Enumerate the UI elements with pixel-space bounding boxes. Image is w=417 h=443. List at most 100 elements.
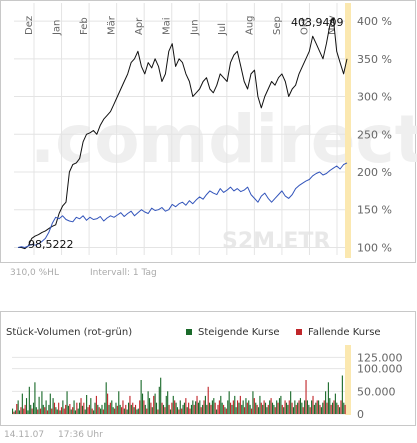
volume-bar [220, 395, 222, 414]
volume-bar [290, 391, 292, 414]
volume-bar [336, 402, 338, 414]
volume-bar [320, 407, 322, 414]
volume-bar [188, 402, 190, 414]
month-tick-label: Jan [52, 20, 63, 36]
volume-bar [242, 400, 244, 414]
volume-bar [200, 407, 202, 414]
volume-bar [333, 400, 335, 414]
volume-title: Stück-Volumen (rot-grün) [6, 327, 132, 338]
volume-bar [63, 408, 65, 414]
price-series [17, 17, 348, 250]
volume-bar [329, 398, 331, 414]
volume-bar [80, 398, 82, 414]
volume-bar [87, 407, 89, 414]
volume-bar [171, 402, 173, 414]
month-tick-label: Dez [24, 16, 35, 35]
volume-bar [132, 402, 134, 414]
volume-bar [344, 404, 346, 414]
volume-bar [281, 404, 283, 414]
volume-bar [259, 395, 261, 414]
volume-bar [301, 402, 303, 414]
volume-bar [52, 398, 54, 414]
volume-bar [245, 398, 247, 414]
volume-bar [37, 409, 39, 414]
volume-bar [16, 404, 18, 414]
percent-tick-label: 300 % [357, 91, 392, 104]
watermark-symbol: S2M.ETR [222, 229, 330, 254]
volume-bar [141, 393, 144, 414]
interval-label: Intervall: 1 Tag [90, 268, 157, 278]
volume-bar [178, 409, 180, 414]
volume-bar [45, 400, 47, 414]
volume-bar [327, 382, 329, 414]
volume-bar [108, 404, 110, 414]
volume-bar [129, 395, 131, 414]
volume-bar [269, 400, 271, 414]
footer-time: 17:36 Uhr [58, 430, 103, 440]
volume-bar [276, 400, 278, 414]
volume-bar [157, 409, 159, 414]
month-tick-label: Aug [244, 15, 255, 35]
volume-bar [237, 400, 239, 414]
volume-bar [326, 402, 328, 414]
volume-bar [231, 404, 233, 414]
stock-price-line [18, 17, 348, 250]
volume-bar [139, 400, 141, 414]
volume-bar [305, 380, 307, 414]
volume-bar [12, 408, 14, 414]
volume-bar [192, 400, 194, 414]
volume-bar [116, 405, 118, 414]
volume-bar [122, 400, 124, 414]
volume-bar [112, 407, 114, 414]
volume-bar [146, 408, 148, 414]
volume-bar [72, 407, 74, 414]
month-tick-label: Apr [134, 17, 145, 35]
volume-bar [249, 404, 251, 414]
volume-bar [20, 407, 22, 414]
range-label: 310,0 %HL [10, 268, 59, 278]
volume-bar [66, 391, 68, 414]
volume-bar [49, 393, 51, 414]
volume-bar [164, 407, 166, 414]
volume-bar [17, 400, 19, 414]
volume-bar [210, 404, 212, 414]
volume-bar [62, 400, 64, 414]
volume-bar [334, 393, 336, 414]
volume-bar [312, 395, 314, 414]
volume-bar [185, 398, 187, 414]
volume-bar [48, 404, 50, 414]
volume-bar [207, 386, 209, 414]
volume-bar [119, 404, 121, 414]
volume-bar [287, 404, 289, 414]
volume-bar [90, 398, 92, 414]
volume-bar [239, 395, 241, 414]
percent-tick-label: 150 % [357, 204, 392, 217]
volume-bar [288, 400, 290, 414]
volume-bar [67, 405, 70, 414]
volume-bar [186, 407, 188, 414]
volume-bar [56, 409, 58, 414]
volume-bar [223, 404, 225, 414]
volume-bar [125, 404, 127, 414]
volume-bar [83, 402, 85, 414]
volume-bar [341, 375, 343, 414]
volume-bar [14, 410, 16, 414]
footer-date: 14.11.07 [4, 430, 45, 440]
volume-bar [339, 407, 341, 414]
volume-bar [150, 402, 152, 414]
volume-bar [172, 395, 174, 414]
volume-bar [232, 400, 234, 414]
current-day-highlight [345, 3, 351, 258]
volume-bar [318, 400, 320, 414]
volume-bar [32, 402, 35, 414]
volume-bar [31, 408, 33, 414]
volume-bar [234, 395, 236, 414]
volume-bar [291, 402, 293, 414]
volume-bar [255, 402, 257, 414]
volume-bar [59, 410, 61, 414]
volume-bar [206, 404, 208, 414]
volume-bar [284, 400, 286, 414]
volume-bar [252, 391, 254, 414]
volume-bar [204, 395, 206, 414]
